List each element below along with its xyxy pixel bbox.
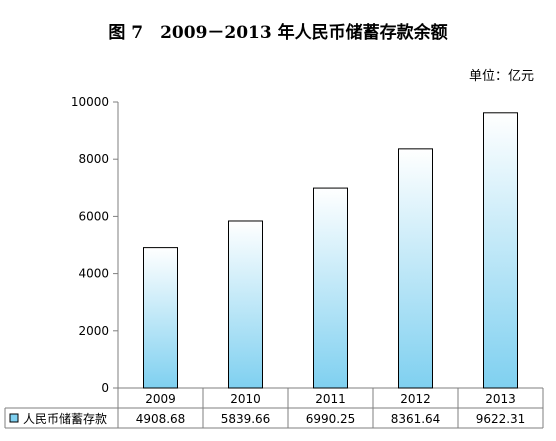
legend-swatch	[9, 413, 19, 423]
y-tick-label: 2000	[78, 324, 109, 338]
y-tick-label: 4000	[78, 267, 109, 281]
bar	[483, 112, 518, 389]
y-tick-label: 6000	[78, 209, 109, 223]
x-tick-label: 2012	[400, 392, 431, 406]
bar	[398, 148, 433, 389]
x-tick-label: 2013	[485, 392, 516, 406]
chart-title: 图 7 2009－2013 年人民币储蓄存款余额	[108, 23, 448, 43]
x-tick-label: 2011	[315, 392, 346, 406]
data-label: 6990.25	[306, 412, 356, 426]
x-tick-label: 2010	[230, 392, 261, 406]
x-tick-label: 2009	[145, 392, 176, 406]
bar	[143, 247, 178, 389]
data-label: 5839.66	[221, 412, 271, 426]
unit-label: 单位：亿元	[468, 69, 534, 84]
y-tick-label: 8000	[78, 152, 109, 166]
data-label: 4908.68	[136, 412, 186, 426]
y-tick-label: 0	[101, 381, 109, 395]
data-label: 9622.31	[476, 412, 526, 426]
data-label: 8361.64	[391, 412, 441, 426]
y-tick-label: 10000	[71, 95, 109, 109]
bar	[313, 187, 348, 389]
bar	[228, 220, 263, 389]
legend-label: 人民币储蓄存款	[23, 411, 107, 426]
